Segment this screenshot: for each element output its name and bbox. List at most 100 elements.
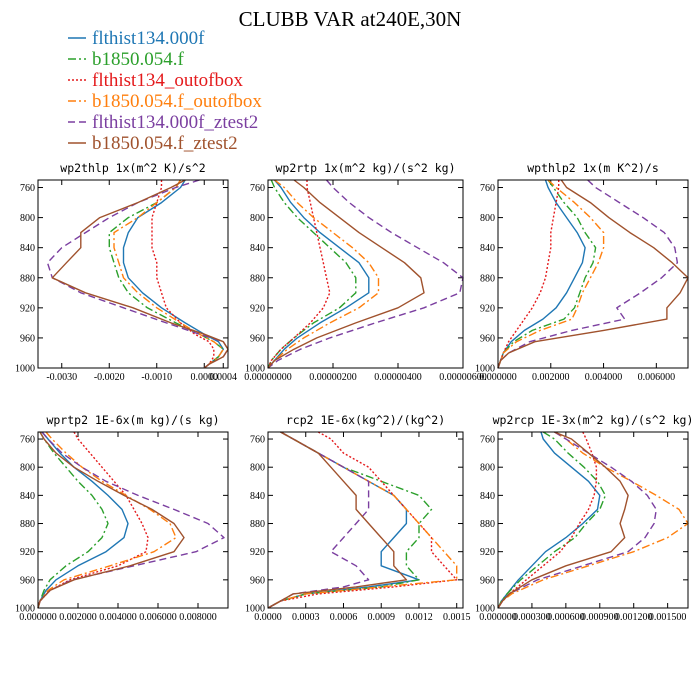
legend: flthist134.000fb1850.054.fflthist134_out… (68, 28, 262, 154)
panel-title: wprtp2 1E-6x(m kg)/(s kg) (46, 413, 219, 427)
series-line (497, 179, 689, 369)
plot-frame (267, 431, 464, 609)
legend-label: flthist134_outofbox (92, 70, 243, 91)
y-tick-label: 800 (480, 213, 495, 224)
x-tick-label: 0.00000400 (374, 372, 422, 383)
panel-3: wpthlp2 1x(m K^2)/s 760 800 840 880 920 960 100… (475, 161, 689, 383)
y-tick-label: 960 (480, 575, 495, 586)
series-line (151, 180, 215, 369)
x-tick-label: -0.0010 (141, 372, 172, 383)
legend-item: flthist134_outofbox (68, 70, 243, 91)
y-tick-label: 920 (20, 303, 35, 314)
y-tick-label: 760 (250, 183, 265, 194)
y-tick-label: 880 (250, 519, 265, 530)
series-line (113, 179, 225, 369)
series-line (37, 431, 109, 609)
y-tick-label: 840 (20, 491, 35, 502)
series-line (497, 431, 629, 609)
y-tick-label: 800 (250, 213, 265, 224)
series-line (37, 431, 177, 609)
series-line (267, 431, 408, 609)
series-line (267, 179, 370, 369)
y-tick-label: 760 (480, 435, 495, 446)
plot-frame (37, 179, 229, 369)
x-tick-label: -0.0020 (94, 372, 125, 383)
panel-title: rcp2 1E-6x(kg^2)/(kg^2) (286, 413, 445, 427)
y-tick-label: 840 (20, 243, 35, 254)
x-tick-label: 0.001500 (649, 612, 687, 623)
panel-2: wp2rtp 1x(m^2 kg)/(s^2 kg) 760 800 840 880 92… (244, 161, 487, 383)
x-tick-label: 0.004000 (99, 612, 137, 623)
series-line (267, 431, 433, 609)
y-tick-label: 1000 (475, 364, 495, 375)
panel-title: wp2thlp 1x(m^2 K)/s^2 (60, 161, 205, 175)
series-line (267, 431, 458, 609)
x-tick-label: 0.0006 (330, 612, 358, 623)
y-tick-label: 1000 (475, 604, 495, 615)
x-tick-label: 0.000000 (479, 372, 517, 383)
y-tick-label: 960 (250, 333, 265, 344)
legend-item: flthist134.000f (68, 28, 205, 49)
y-tick-label: 920 (250, 303, 265, 314)
x-tick-label: 0.0009 (367, 612, 395, 623)
series-line (267, 431, 370, 609)
x-tick-label: 0.0003 (292, 612, 320, 623)
y-tick-label: 1000 (245, 364, 265, 375)
series-line (46, 179, 229, 369)
series-line (51, 179, 229, 369)
legend-item: b1850.054.f (68, 49, 185, 70)
y-tick-label: 760 (250, 435, 265, 446)
y-tick-label: 840 (250, 243, 265, 254)
y-tick-label: 840 (480, 243, 495, 254)
series-line (37, 431, 129, 609)
y-tick-label: 920 (250, 547, 265, 558)
x-tick-label: 0.004000 (585, 372, 623, 383)
x-tick-label: 0.002000 (532, 372, 570, 383)
y-tick-label: 1000 (15, 364, 35, 375)
series-line (267, 179, 425, 369)
y-tick-label: 1000 (15, 604, 35, 615)
x-tick-label: -0.0030 (46, 372, 77, 383)
series-line (267, 179, 357, 369)
panel-title: wp2rtp 1x(m^2 kg)/(s^2 kg) (275, 161, 455, 175)
legend-item: b1850.054.f_outofbox (68, 91, 262, 112)
legend-label: flthist134.000f_ztest2 (92, 112, 258, 133)
x-tick-label: 0.0000 (191, 372, 219, 383)
series-line (497, 179, 605, 369)
y-tick-label: 960 (20, 575, 35, 586)
y-tick-label: 800 (480, 463, 495, 474)
x-tick-label: 0.00000000 (244, 372, 292, 383)
series-line (497, 179, 597, 369)
x-tick-label: 0.000300 (513, 612, 551, 623)
y-tick-label: 960 (480, 333, 495, 344)
y-tick-label: 920 (480, 547, 495, 558)
panel-4: wprtp2 1E-6x(m kg)/(s kg) 760 800 840 880 920… (15, 413, 229, 623)
y-tick-label: 800 (20, 463, 35, 474)
legend-label: b1850.054.f_outofbox (92, 91, 262, 112)
series-line (267, 431, 458, 609)
y-tick-label: 840 (480, 491, 495, 502)
y-tick-label: 760 (20, 435, 35, 446)
y-tick-label: 880 (250, 273, 265, 284)
panel-title: wp2rcp 1E-3x(m^2 kg)/(s^2 kg) (493, 413, 694, 427)
legend-item: b1850.054.f_ztest2 (68, 133, 238, 154)
x-tick-label: 0.006000 (139, 612, 177, 623)
series-line (497, 431, 657, 609)
y-tick-label: 800 (250, 463, 265, 474)
x-tick-label: 0.006000 (638, 372, 676, 383)
x-tick-label: 0.0000 (254, 612, 282, 623)
panel-6: wp2rcp 1E-3x(m^2 kg)/(s^2 kg) 760 800 840 88… (475, 413, 693, 623)
y-tick-label: 760 (20, 183, 35, 194)
y-tick-label: 920 (480, 303, 495, 314)
series-line (497, 431, 607, 609)
x-tick-label: 0.001200 (615, 612, 653, 623)
series-line (267, 180, 331, 369)
legend-item: flthist134.000f_ztest2 (68, 112, 258, 133)
plot-frame (267, 179, 464, 369)
panel-title: wpthlp2 1x(m K^2)/s (527, 161, 659, 175)
series-line (122, 179, 225, 369)
x-tick-label: 0.0012 (405, 612, 433, 623)
y-tick-label: 760 (480, 183, 495, 194)
series-line (497, 179, 586, 369)
y-tick-label: 920 (20, 547, 35, 558)
